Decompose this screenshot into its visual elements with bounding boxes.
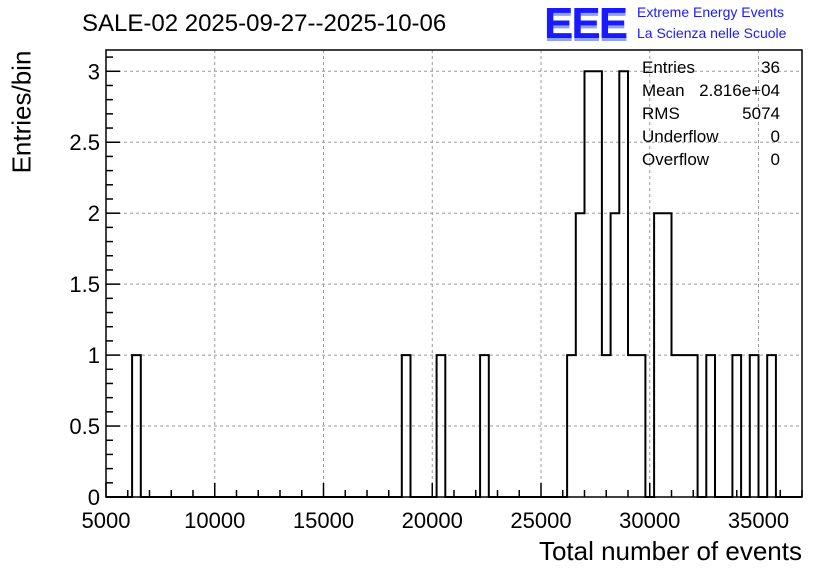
- stat-label: Mean: [642, 81, 685, 100]
- chart-title: SALE-02 2025-09-27--2025-10-06: [82, 10, 447, 37]
- eee-logo: EEE: [544, 0, 628, 48]
- logo-line-1: Extreme Energy Events: [637, 4, 785, 20]
- histogram-bin: [732, 355, 741, 497]
- histogram-bin: [637, 355, 646, 497]
- stat-value: 36: [761, 58, 780, 77]
- x-axis-label: Total number of events: [538, 536, 802, 566]
- y-tick-label: 2.5: [69, 130, 100, 155]
- stat-row-overflow: Overflow 0: [640, 150, 780, 173]
- stat-row-entries: Entries 36: [640, 58, 780, 81]
- x-tick-label: 15000: [293, 508, 354, 533]
- stat-row-rms: RMS 5074: [640, 104, 780, 127]
- y-tick-label: 2: [88, 201, 100, 226]
- histogram-bin: [689, 355, 698, 497]
- x-tick-label: 20000: [402, 508, 463, 533]
- stat-value: 0: [770, 150, 780, 169]
- x-tick-label: 30000: [619, 508, 680, 533]
- stat-value: 0: [770, 127, 780, 146]
- stat-row-underflow: Underflow 0: [640, 127, 780, 150]
- histogram-bin: [128, 355, 137, 497]
- histogram-bin: [567, 355, 576, 497]
- histogram-bin: [628, 355, 637, 497]
- histogram-bin: [750, 355, 759, 497]
- stat-label: Entries: [642, 58, 695, 77]
- histogram-bin: [767, 355, 776, 497]
- x-tick-label: 35000: [728, 508, 789, 533]
- histogram-bin: [611, 213, 620, 497]
- y-tick-label: 3: [88, 59, 100, 84]
- histogram-bin: [602, 355, 611, 497]
- histogram-bin: [576, 213, 585, 497]
- histogram-bin: [672, 355, 681, 497]
- stats-box: Entries 36 Mean 2.816e+04 RMS 5074 Under…: [640, 58, 780, 173]
- y-axis-label: Entries/bin: [6, 50, 37, 174]
- axes: 5000 10000 15000 20000 25000 30000 35000 0 0.5 1 1…: [69, 49, 803, 533]
- histogram-bin: [654, 213, 663, 497]
- grid-lines: [106, 50, 802, 497]
- logo-line-2: La Scienza nelle Scuole: [637, 25, 787, 41]
- x-tick-label: 25000: [510, 508, 571, 533]
- histogram-bin: [585, 71, 594, 497]
- histogram-bin: [480, 355, 489, 497]
- y-tick-label: 0: [88, 485, 100, 510]
- x-tick-label: 10000: [184, 508, 245, 533]
- stat-label: RMS: [642, 104, 680, 123]
- histogram-bin: [437, 355, 446, 497]
- stat-label: Overflow: [642, 150, 710, 169]
- histogram-bin: [680, 355, 689, 497]
- stat-value: 2.816e+04: [699, 81, 780, 100]
- stat-row-mean: Mean 2.816e+04: [640, 81, 780, 104]
- x-tick-label: 5000: [82, 508, 131, 533]
- histogram-bin: [663, 213, 672, 497]
- y-tick-label: 1: [88, 343, 100, 368]
- histogram-bin: [619, 71, 628, 497]
- histogram-bin: [402, 355, 411, 497]
- y-tick-label: 1.5: [69, 272, 100, 297]
- histogram-bin: [706, 355, 715, 497]
- stat-label: Underflow: [642, 127, 719, 146]
- y-tick-label: 0.5: [69, 414, 100, 439]
- stat-value: 5074: [742, 104, 780, 123]
- histogram-bin: [593, 71, 602, 497]
